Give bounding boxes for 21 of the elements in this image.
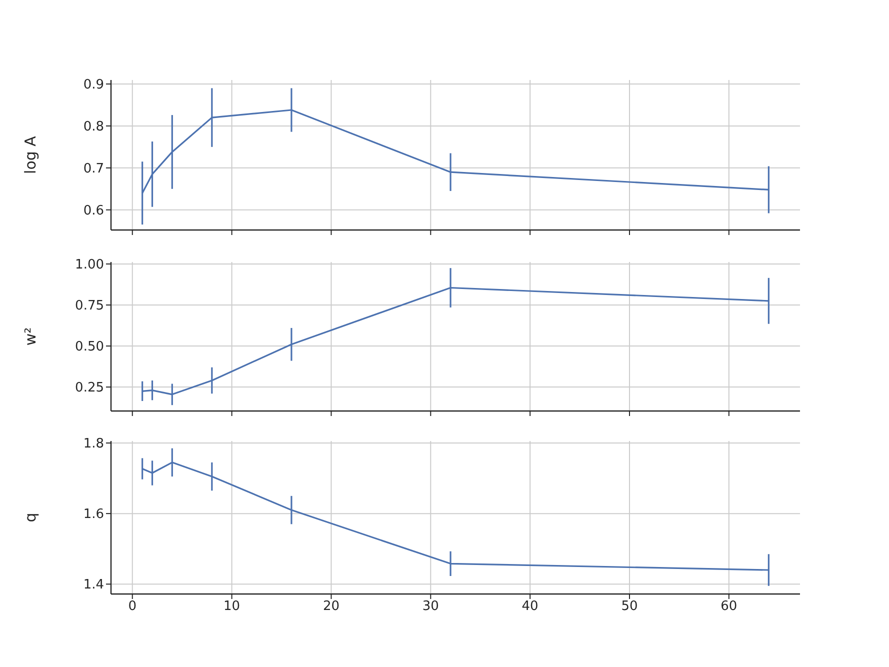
x-tick-label: 10	[224, 599, 240, 614]
y-tick-label: 1.8	[83, 436, 104, 452]
y-tick-label: 0.25	[75, 380, 104, 396]
y-tick-label: 0.6	[83, 203, 104, 218]
y-tick-label: 0.8	[83, 120, 104, 135]
x-tick-label: 60	[720, 599, 738, 614]
y-tick-label: 1.00	[75, 258, 104, 273]
y-tick-label: 0.7	[83, 162, 104, 177]
x-tick-label: 50	[621, 599, 638, 614]
y-tick-label: 1.4	[83, 578, 104, 593]
y-axis-title: log A	[21, 135, 40, 174]
x-tick-label: 20	[322, 599, 340, 614]
y-axis-title: q	[21, 512, 40, 522]
y-tick-label: 0.9	[83, 78, 104, 93]
y-axis-title: w²	[21, 327, 40, 346]
x-tick-label: 30	[422, 599, 439, 614]
x-tick-label: 0	[128, 599, 137, 614]
y-tick-label: 0.75	[75, 298, 104, 314]
y-tick-label: 0.50	[75, 340, 104, 355]
y-tick-label: 1.6	[83, 507, 104, 522]
x-tick-label: 40	[522, 599, 538, 614]
